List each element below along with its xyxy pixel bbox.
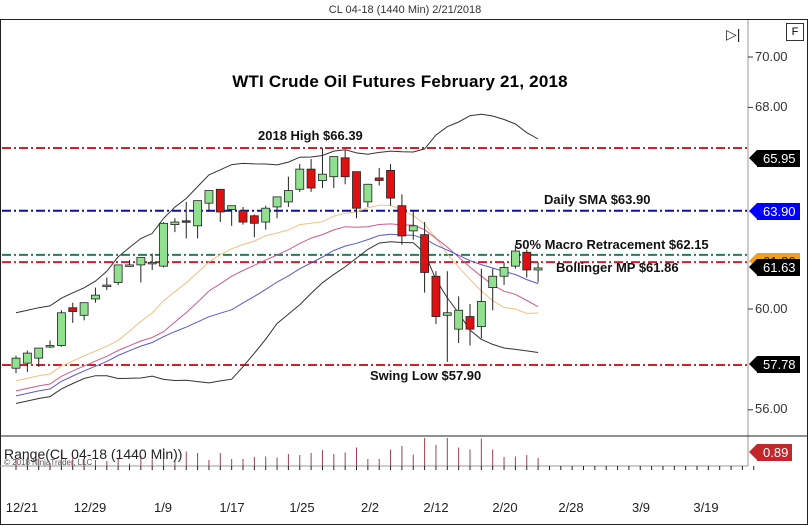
candle (408, 225, 418, 232)
candle (34, 347, 44, 359)
chart-frame (0, 19, 808, 525)
candle (386, 169, 395, 199)
candle (79, 302, 89, 316)
candle (238, 210, 248, 223)
candle (476, 301, 486, 328)
candle (329, 156, 339, 178)
candle (113, 264, 123, 283)
x-tick: 1/17 (219, 500, 245, 515)
candle (442, 312, 452, 316)
annotation-bollinger-mp: Bollinger MP $61.86 (556, 260, 679, 275)
candle (431, 275, 441, 317)
copyright: © 2018 NinjaTrader, LLC (4, 458, 93, 467)
candle (352, 171, 361, 209)
x-tick: 2/28 (558, 500, 584, 515)
candle (420, 234, 430, 273)
y-tick-60: 60.00 (755, 301, 788, 316)
window-title: CL 04-18 (1440 Min) 2/21/2018 (328, 4, 482, 16)
chart-title: WTI Crude Oil Futures February 21, 2018 (232, 72, 568, 91)
candle (272, 196, 282, 208)
candle (261, 207, 271, 223)
skip-to-end-icon[interactable]: ▷| (726, 26, 741, 42)
ma-pink (15, 223, 539, 392)
x-tick: 2/12 (423, 500, 449, 515)
candle (125, 264, 134, 267)
price-tag-last-close: 61.63 (749, 259, 800, 276)
x-tick: 3/19 (693, 500, 719, 515)
candle (363, 183, 373, 203)
annotation-macro-retracement: 50% Macro Retracement $62.15 (515, 237, 709, 252)
candle (136, 256, 146, 266)
candle (340, 157, 350, 178)
candle (57, 312, 66, 346)
candle (510, 250, 520, 267)
price-tag-bb-upper: 65.95 (749, 150, 800, 167)
candle (227, 205, 237, 210)
annotation-2018-high: 2018 High $66.39 (258, 128, 363, 143)
x-tick: 2/20 (492, 500, 518, 515)
candle (522, 251, 532, 271)
candle (465, 316, 475, 330)
bollinger-upper (15, 113, 539, 314)
candle (159, 222, 168, 267)
x-tick: 12/29 (73, 500, 107, 515)
price-tag-bb-lower: 57.78 (749, 356, 800, 373)
x-tick: 3/9 (631, 500, 651, 515)
candle (488, 275, 498, 288)
y-tick-70: 70.00 (755, 49, 788, 64)
y-tick-68: 68.00 (755, 99, 788, 114)
candle (318, 173, 327, 181)
candle (102, 284, 112, 287)
candle (91, 294, 100, 300)
bollinger-lower (15, 241, 539, 404)
x-tick: 1/9 (153, 500, 173, 515)
f-button[interactable]: F (786, 23, 804, 41)
annotation-daily-sma: Daily SMA $63.90 (544, 192, 651, 207)
ma-blue (15, 233, 539, 397)
x-tick: 1/25 (289, 500, 315, 515)
indicator-label: Range(CL 04-18 (1440 Min)) (4, 446, 183, 462)
annotation-swing-low: Swing Low $57.90 (370, 368, 482, 383)
candle (22, 352, 32, 364)
candle (204, 190, 214, 204)
candle (374, 177, 384, 181)
ma-orange (15, 204, 539, 382)
x-tick: 12/21 (5, 500, 39, 515)
candle (397, 205, 407, 237)
candle (499, 267, 509, 277)
candle (45, 345, 55, 348)
y-tick-56: 56.00 (755, 401, 788, 416)
candle (193, 200, 203, 227)
candle (533, 267, 543, 271)
x-tick: 2/2 (360, 500, 380, 515)
price-tag-sma: 63.90 (749, 203, 800, 220)
candle (181, 220, 191, 223)
candle (11, 357, 21, 369)
candle (454, 309, 464, 330)
candle (170, 221, 180, 225)
candle (295, 168, 305, 190)
candle (147, 261, 157, 265)
candle (283, 190, 293, 203)
candle (215, 188, 225, 213)
price-tag-range: 0.89 (748, 444, 793, 461)
candle (68, 307, 78, 312)
candle (249, 215, 259, 224)
candle (306, 168, 316, 189)
